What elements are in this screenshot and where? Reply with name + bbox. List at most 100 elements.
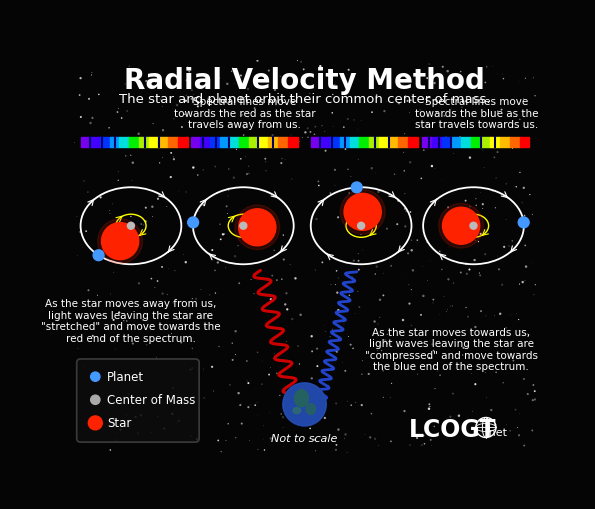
Point — [231, 146, 241, 154]
Bar — [268, 138, 278, 148]
Point — [105, 239, 115, 247]
Point — [278, 413, 287, 421]
Point — [515, 410, 524, 418]
Point — [230, 252, 240, 261]
Point — [447, 302, 457, 310]
Point — [299, 66, 308, 74]
Point — [168, 299, 178, 307]
Point — [386, 437, 396, 445]
Point — [236, 401, 246, 409]
Point — [153, 277, 162, 286]
Point — [425, 258, 435, 266]
Point — [88, 377, 98, 385]
Point — [509, 357, 518, 365]
Point — [208, 246, 217, 254]
Text: As the star moves towards us,
light waves leaving the star are
"compressed" and : As the star moves towards us, light wave… — [365, 327, 537, 372]
Point — [446, 302, 455, 310]
Point — [277, 410, 286, 418]
Point — [96, 194, 105, 202]
Point — [199, 202, 208, 210]
Point — [121, 143, 131, 151]
Point — [249, 290, 259, 298]
Point — [265, 409, 274, 417]
Point — [79, 362, 88, 371]
Point — [519, 375, 529, 383]
Point — [227, 137, 237, 146]
Point — [280, 301, 290, 309]
Point — [390, 171, 399, 179]
Point — [496, 310, 505, 318]
Point — [88, 332, 98, 340]
Point — [330, 81, 340, 90]
Point — [120, 81, 130, 89]
Point — [320, 128, 330, 136]
Point — [490, 420, 500, 429]
Point — [311, 123, 320, 131]
Point — [493, 252, 503, 261]
Point — [425, 354, 434, 362]
Point — [93, 292, 102, 300]
Point — [261, 158, 270, 166]
Point — [269, 224, 278, 232]
Point — [331, 441, 341, 449]
Point — [465, 266, 474, 274]
Point — [434, 136, 444, 144]
Point — [357, 401, 367, 409]
Point — [296, 59, 306, 67]
Point — [164, 265, 173, 273]
Point — [425, 401, 434, 409]
Point — [215, 221, 225, 229]
Point — [239, 222, 248, 231]
Point — [387, 380, 396, 388]
Point — [470, 257, 480, 265]
Point — [255, 237, 265, 245]
Bar — [519, 138, 530, 148]
Point — [465, 154, 475, 162]
Point — [416, 175, 426, 183]
Point — [528, 427, 537, 435]
Point — [132, 334, 142, 342]
Point — [181, 188, 191, 196]
Point — [381, 336, 390, 345]
Point — [478, 201, 487, 209]
Point — [327, 109, 337, 118]
Point — [277, 160, 286, 168]
Point — [348, 345, 358, 353]
Bar — [330, 138, 340, 148]
Point — [296, 311, 305, 319]
Point — [429, 97, 439, 105]
Point — [487, 406, 496, 414]
Point — [221, 264, 230, 272]
Point — [267, 123, 276, 131]
Point — [261, 167, 271, 176]
Point — [399, 149, 408, 157]
Point — [214, 75, 224, 83]
Point — [238, 96, 248, 104]
Point — [454, 412, 464, 420]
Point — [317, 122, 327, 130]
Point — [520, 277, 530, 285]
Bar — [481, 138, 490, 148]
Point — [314, 182, 324, 190]
Bar — [249, 138, 259, 148]
Point — [341, 431, 350, 439]
Point — [344, 67, 353, 75]
Circle shape — [90, 395, 100, 405]
Point — [203, 313, 213, 321]
Point — [427, 442, 436, 450]
Point — [436, 372, 445, 380]
Point — [430, 422, 439, 431]
Point — [187, 310, 197, 319]
Point — [430, 165, 440, 174]
Point — [117, 115, 126, 123]
Point — [298, 134, 308, 143]
Point — [293, 343, 303, 351]
Point — [270, 247, 279, 255]
Point — [230, 80, 239, 89]
Point — [406, 237, 416, 245]
Point — [516, 227, 525, 235]
Point — [386, 393, 395, 402]
Point — [243, 86, 253, 94]
Circle shape — [98, 219, 143, 264]
Point — [205, 301, 215, 309]
